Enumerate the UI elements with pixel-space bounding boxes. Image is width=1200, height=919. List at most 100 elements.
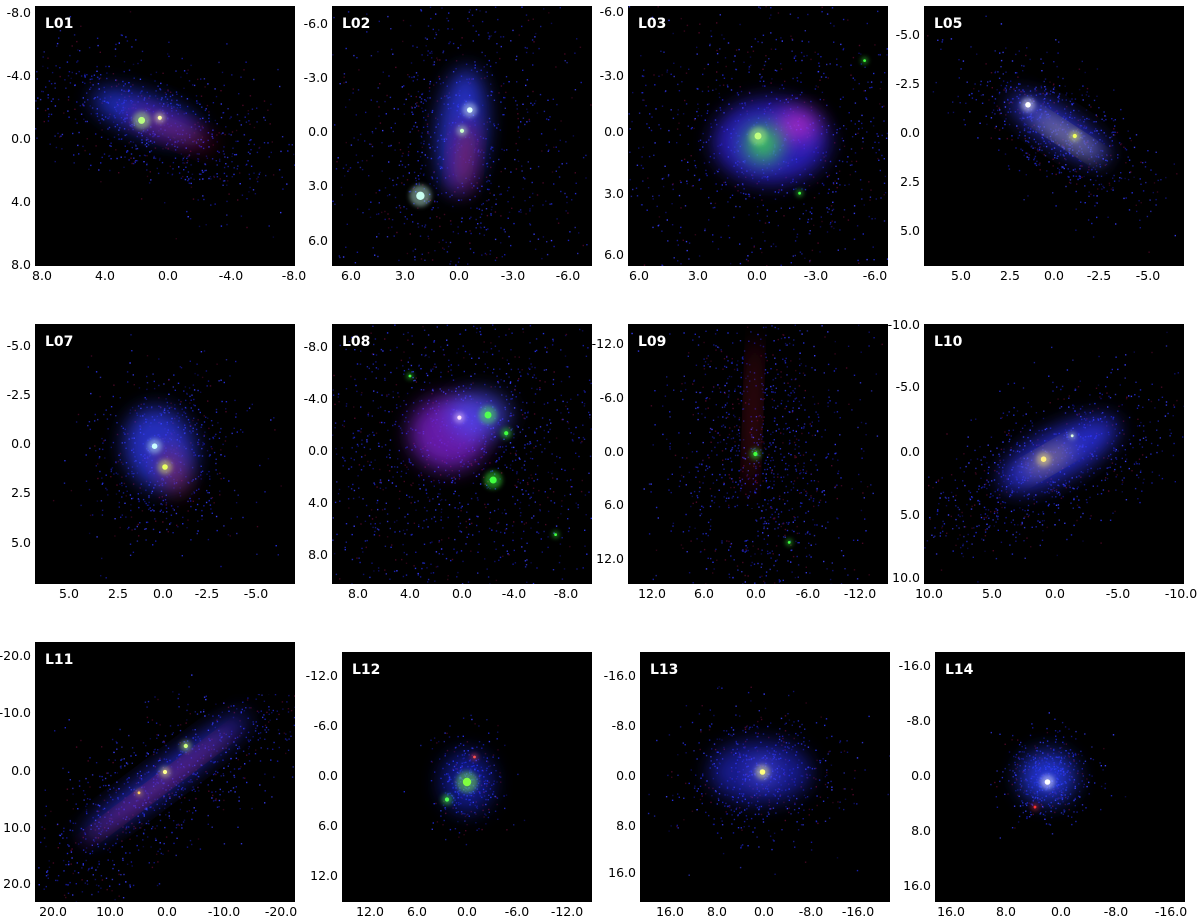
y-tick-label: 16.0 xyxy=(871,880,931,893)
x-tick-label: 6.0 xyxy=(679,588,729,601)
y-tick-label: 5.0 xyxy=(860,509,920,522)
y-tick-label: 0.0 xyxy=(860,127,920,140)
galaxy-image: L13 xyxy=(640,652,890,902)
y-tick-label: 3.0 xyxy=(268,180,328,193)
y-tick-label: -5.0 xyxy=(0,340,31,353)
panel-label: L10 xyxy=(934,334,962,350)
galaxy-image: L12 xyxy=(342,652,592,902)
y-tick-label: -3.0 xyxy=(564,70,624,83)
y-tick-label: 5.0 xyxy=(0,537,31,550)
y-tick-label: -6.0 xyxy=(564,6,624,19)
x-tick-label: -16.0 xyxy=(1146,906,1196,919)
y-tick-label: -6.0 xyxy=(278,720,338,733)
y-tick-label: 0.0 xyxy=(268,126,328,139)
x-tick-label: 0.0 xyxy=(434,270,484,283)
x-tick-label: -5.0 xyxy=(1123,270,1173,283)
y-tick-label: 0.0 xyxy=(564,446,624,459)
y-tick-label: -10.0 xyxy=(0,707,31,720)
y-tick-label: -6.0 xyxy=(564,392,624,405)
y-tick-label: 12.0 xyxy=(564,553,624,566)
y-tick-label: -4.0 xyxy=(0,70,31,83)
panel-label: L07 xyxy=(45,334,73,350)
x-tick-label: 5.0 xyxy=(967,588,1017,601)
panel-label: L13 xyxy=(650,662,678,678)
y-tick-label: 2.5 xyxy=(860,176,920,189)
x-tick-label: -10.0 xyxy=(199,906,249,919)
x-tick-label: -8.0 xyxy=(786,906,836,919)
galaxy-image: L01 xyxy=(35,6,295,266)
x-tick-label: 10.0 xyxy=(85,906,135,919)
x-tick-label: -8.0 xyxy=(1091,906,1141,919)
x-tick-label: 12.0 xyxy=(627,588,677,601)
x-tick-label: 0.0 xyxy=(1029,270,1079,283)
x-tick-label: 10.0 xyxy=(904,588,954,601)
panel-label: L02 xyxy=(342,16,370,32)
x-tick-label: -8.0 xyxy=(541,588,591,601)
x-tick-label: 0.0 xyxy=(1036,906,1086,919)
x-tick-label: 2.5 xyxy=(93,588,143,601)
y-tick-label: -12.0 xyxy=(564,338,624,351)
y-tick-label: 5.0 xyxy=(860,225,920,238)
x-tick-label: 6.0 xyxy=(614,270,664,283)
x-tick-label: 8.0 xyxy=(981,906,1031,919)
y-tick-label: 0.0 xyxy=(0,133,31,146)
panel-label: L01 xyxy=(45,16,73,32)
x-tick-label: 8.0 xyxy=(333,588,383,601)
y-tick-label: 6.0 xyxy=(268,235,328,248)
x-tick-label: -2.5 xyxy=(1074,270,1124,283)
x-tick-label: 0.0 xyxy=(739,906,789,919)
y-tick-label: 8.0 xyxy=(576,820,636,833)
y-tick-label: 12.0 xyxy=(278,870,338,883)
galaxy-image: L03 xyxy=(628,6,888,266)
y-tick-label: -5.0 xyxy=(860,29,920,42)
y-tick-label: 8.0 xyxy=(268,549,328,562)
y-tick-label: 0.0 xyxy=(564,126,624,139)
y-tick-label: 4.0 xyxy=(268,497,328,510)
y-tick-label: -2.5 xyxy=(0,389,31,402)
panel-label: L05 xyxy=(934,16,962,32)
y-tick-label: -16.0 xyxy=(871,660,931,673)
x-tick-label: 3.0 xyxy=(380,270,430,283)
x-tick-label: -4.0 xyxy=(489,588,539,601)
x-tick-label: -2.5 xyxy=(182,588,232,601)
y-tick-label: 6.0 xyxy=(564,249,624,262)
y-tick-label: -2.5 xyxy=(860,78,920,91)
x-tick-label: 8.0 xyxy=(692,906,742,919)
galaxy-image: L07 xyxy=(35,324,295,584)
y-tick-label: -6.0 xyxy=(268,18,328,31)
x-tick-label: -6.0 xyxy=(492,906,542,919)
x-tick-label: -5.0 xyxy=(231,588,281,601)
y-tick-label: 0.0 xyxy=(278,770,338,783)
galaxy-render xyxy=(342,652,592,902)
galaxy-image: L14 xyxy=(935,652,1185,902)
y-tick-label: -8.0 xyxy=(576,720,636,733)
galaxy-render xyxy=(332,324,592,584)
x-tick-label: 6.0 xyxy=(392,906,442,919)
x-tick-label: 6.0 xyxy=(326,270,376,283)
x-tick-label: 4.0 xyxy=(385,588,435,601)
y-tick-label: 8.0 xyxy=(871,825,931,838)
y-tick-label: 20.0 xyxy=(0,878,31,891)
galaxy-render xyxy=(35,6,295,266)
y-tick-label: 2.5 xyxy=(0,487,31,500)
y-tick-label: 0.0 xyxy=(860,446,920,459)
y-tick-label: -10.0 xyxy=(860,319,920,332)
galaxy-image: L10 xyxy=(924,324,1184,584)
galaxy-image: L05 xyxy=(924,6,1184,266)
x-tick-label: -20.0 xyxy=(256,906,306,919)
galaxy-render xyxy=(628,324,888,584)
x-tick-label: 0.0 xyxy=(1030,588,1080,601)
panel-label: L14 xyxy=(945,662,973,678)
y-tick-label: 6.0 xyxy=(278,820,338,833)
galaxy-image: L11 xyxy=(35,642,295,902)
y-tick-label: 6.0 xyxy=(564,499,624,512)
x-tick-label: 16.0 xyxy=(645,906,695,919)
x-tick-label: -4.0 xyxy=(206,270,256,283)
galaxy-image: L09 xyxy=(628,324,888,584)
x-tick-label: -6.0 xyxy=(543,270,593,283)
y-tick-label: -8.0 xyxy=(871,715,931,728)
x-tick-label: -16.0 xyxy=(833,906,883,919)
y-tick-label: 0.0 xyxy=(0,765,31,778)
panel-label: L12 xyxy=(352,662,380,678)
x-tick-label: 5.0 xyxy=(44,588,94,601)
